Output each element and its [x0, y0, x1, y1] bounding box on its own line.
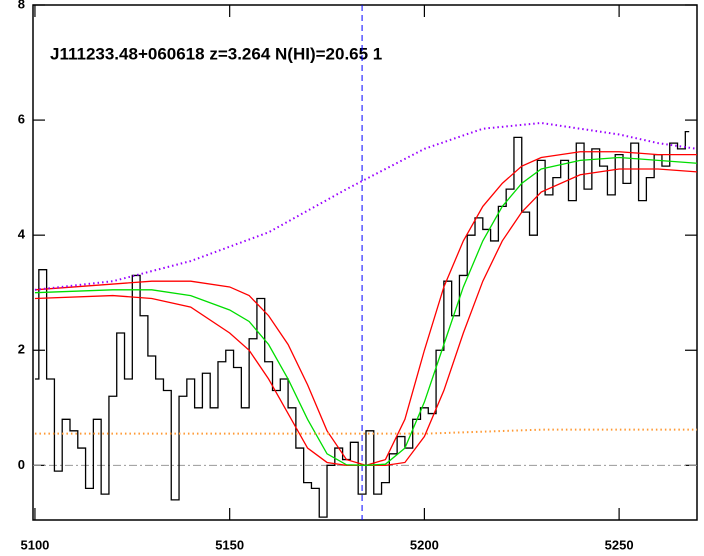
x-tick-label: 5100 [20, 537, 49, 552]
y-tick-label: 6 [18, 112, 25, 127]
y-tick-label: 4 [18, 227, 26, 242]
chart-title: J111233.48+060618 z=3.264 N(HI)=20.65 1 [50, 44, 382, 63]
x-tick-label: 5150 [215, 537, 244, 552]
series-line [34, 151, 697, 467]
series-line [34, 130, 690, 518]
series-line [34, 168, 697, 466]
y-tick-label: 8 [18, 0, 25, 11]
series-line [34, 428, 697, 435]
y-tick-label: 2 [18, 342, 25, 357]
plot-frame [32, 4, 698, 521]
series-line [34, 156, 697, 466]
x-tick-label: 5200 [410, 537, 439, 552]
x-tick-label: 5250 [605, 537, 634, 552]
series-line [34, 121, 697, 291]
y-tick-label: 0 [18, 457, 25, 472]
